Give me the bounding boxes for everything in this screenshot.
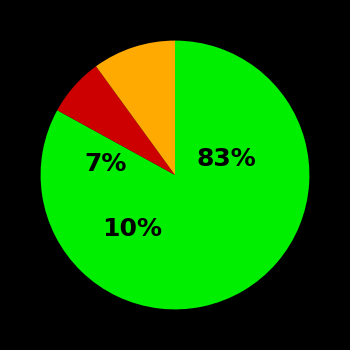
Wedge shape (41, 41, 309, 309)
Text: 10%: 10% (102, 217, 162, 241)
Wedge shape (96, 41, 175, 175)
Text: 83%: 83% (196, 147, 256, 171)
Wedge shape (57, 66, 175, 175)
Text: 7%: 7% (84, 152, 126, 176)
